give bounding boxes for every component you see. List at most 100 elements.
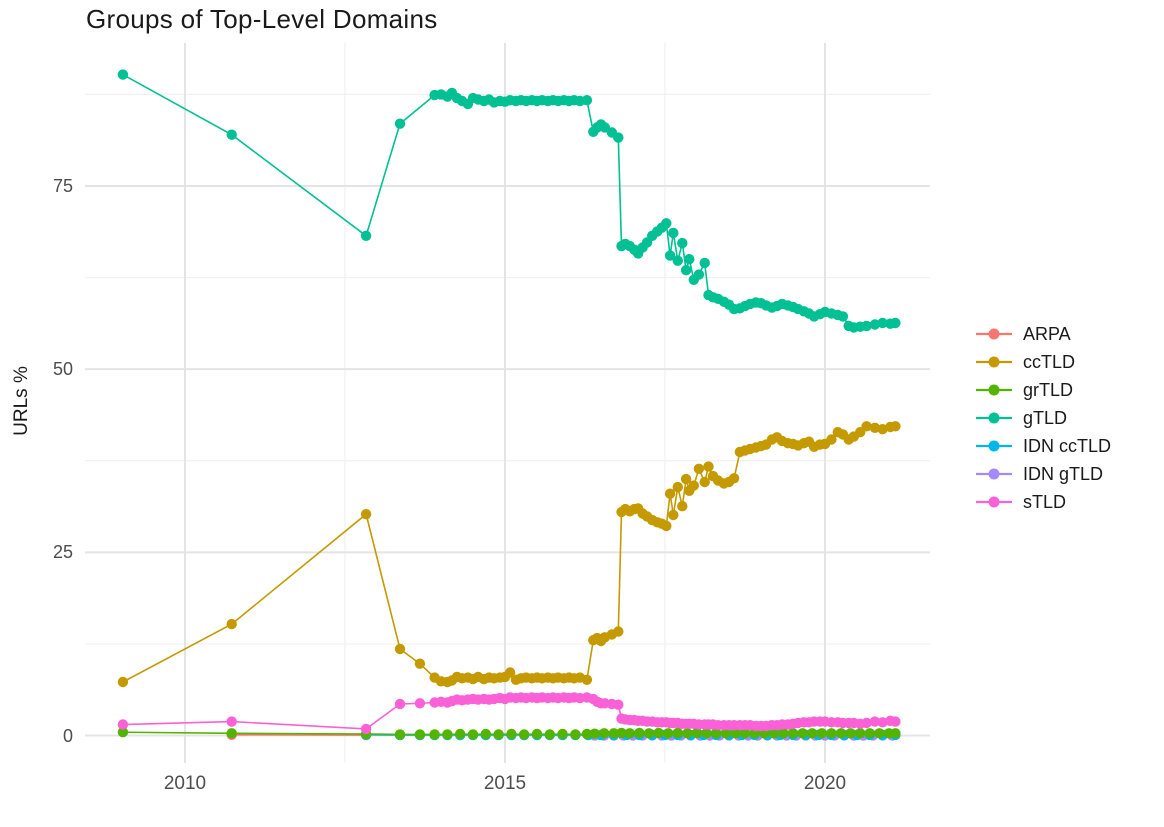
data-point	[739, 728, 751, 739]
data-point	[869, 716, 881, 727]
data-point	[589, 728, 600, 739]
data-point	[616, 727, 627, 739]
x-tick-label: 2020	[803, 773, 847, 794]
data-point	[677, 237, 688, 249]
data-point	[661, 218, 672, 229]
data-point	[682, 728, 693, 739]
legend-key-dot	[988, 468, 1000, 480]
data-point	[226, 728, 237, 739]
y-tick-label: 75	[52, 175, 73, 196]
data-point	[544, 729, 555, 740]
data-point	[730, 728, 741, 739]
legend-item-idn-gtld: IDN gTLD	[976, 460, 1111, 488]
data-point	[807, 728, 818, 739]
data-point	[117, 676, 129, 688]
data-point	[688, 480, 699, 491]
data-point	[768, 728, 779, 739]
data-point	[691, 727, 703, 739]
data-point	[680, 265, 692, 276]
data-point	[672, 255, 683, 266]
data-point	[874, 728, 885, 739]
data-point	[816, 728, 827, 739]
legend-label: IDN ccTLD	[1023, 435, 1112, 456]
data-point	[672, 727, 683, 739]
data-point	[394, 698, 406, 710]
data-point	[797, 728, 808, 739]
x-tick-label: 2015	[483, 773, 527, 794]
data-point	[634, 727, 645, 739]
legend-item-grtld: grTLD	[976, 376, 1111, 404]
data-point	[877, 317, 888, 329]
data-point	[703, 461, 714, 472]
legend-item-cctld: ccTLD	[976, 348, 1111, 376]
legend-key-icon	[976, 356, 1012, 368]
data-point	[519, 729, 530, 740]
data-point	[668, 509, 679, 521]
data-point	[117, 727, 129, 738]
data-point	[668, 227, 679, 239]
legend-label: ARPA	[1023, 323, 1071, 344]
data-point	[570, 729, 581, 740]
legend-label: grTLD	[1023, 379, 1074, 400]
y-tick-label: 50	[52, 359, 73, 380]
data-point	[720, 728, 731, 739]
data-point	[624, 728, 635, 739]
legend-label: sTLD	[1023, 491, 1067, 512]
data-point	[677, 501, 688, 512]
data-point	[394, 729, 406, 740]
series-line-gtld	[122, 73, 896, 329]
data-point	[442, 729, 453, 740]
legend-key-dot	[988, 384, 1000, 396]
data-point	[613, 699, 624, 710]
data-point	[693, 463, 705, 474]
data-point	[414, 698, 426, 709]
data-point	[467, 729, 479, 740]
data-point	[643, 728, 655, 739]
data-point	[728, 473, 740, 484]
data-point	[699, 476, 710, 488]
legend-label: IDN gTLD	[1023, 463, 1104, 484]
data-point	[506, 728, 517, 740]
data-point	[414, 658, 426, 669]
legend-key-icon	[976, 468, 1012, 480]
legend-key-dot	[988, 356, 1000, 368]
data-point	[504, 667, 516, 678]
data-point	[826, 434, 837, 445]
data-point	[394, 118, 406, 129]
legend-item-arpa: ARPA	[976, 320, 1111, 348]
data-point	[672, 481, 683, 493]
data-point	[861, 320, 872, 332]
legend-key-dot	[988, 496, 1000, 508]
data-point	[890, 317, 901, 329]
data-point	[581, 674, 593, 685]
data-point	[826, 728, 837, 739]
data-point	[835, 728, 847, 739]
chart-title: Groups of Top-Level Domains	[86, 4, 438, 34]
series-points-cctld	[117, 421, 901, 688]
data-point	[653, 727, 664, 739]
data-point	[664, 488, 676, 499]
data-point	[531, 728, 543, 740]
data-point	[861, 421, 872, 432]
data-point	[699, 257, 710, 269]
legend-key-dot	[988, 328, 1000, 340]
data-point	[455, 728, 466, 740]
data-point	[787, 728, 799, 739]
data-point	[684, 254, 695, 265]
data-point	[599, 728, 610, 739]
data-point	[845, 728, 856, 739]
legend-key-icon	[976, 440, 1012, 452]
legend-item-idn-cctld: IDN ccTLD	[976, 432, 1111, 460]
data-point	[663, 728, 674, 739]
legend-key-icon	[976, 384, 1012, 396]
data-point	[855, 728, 866, 739]
data-point	[226, 129, 237, 140]
data-point	[581, 728, 593, 740]
legend-label: ccTLD	[1023, 351, 1076, 372]
series-points-grtld	[117, 727, 901, 740]
data-point	[226, 618, 237, 630]
data-point	[226, 716, 237, 727]
legend-key-icon	[976, 496, 1012, 508]
data-point	[613, 626, 624, 637]
